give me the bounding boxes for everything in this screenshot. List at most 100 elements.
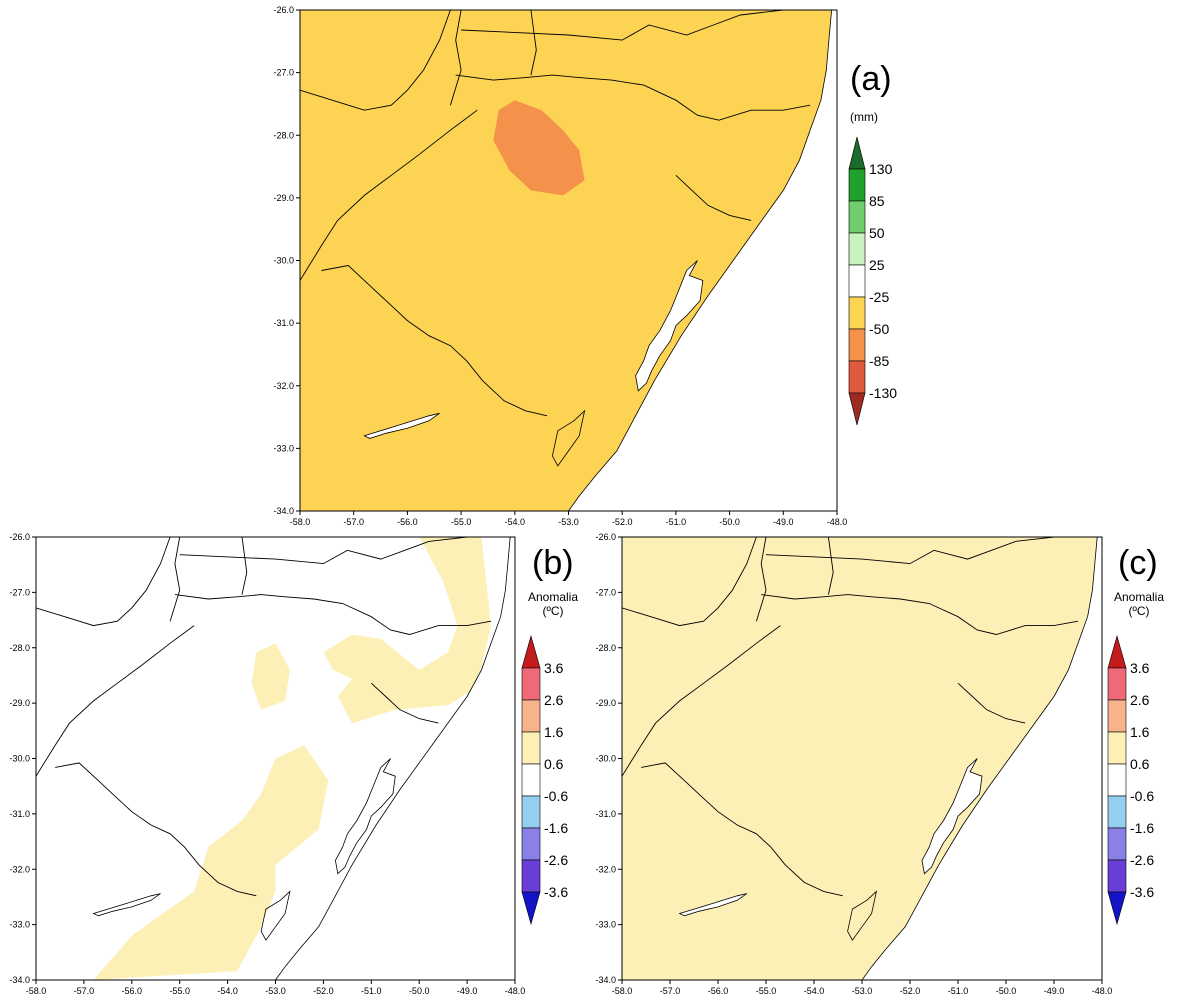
border-line <box>455 74 811 121</box>
x-tick-label: -52.0 <box>313 986 334 996</box>
x-tick-label: -48.0 <box>827 517 848 527</box>
legend-label: 2.6 <box>1130 692 1150 708</box>
legend-title-a: (mm) <box>844 110 884 124</box>
x-tick-label: -50.0 <box>409 986 430 996</box>
x-tick-label: -55.0 <box>169 986 190 996</box>
border-line <box>55 762 257 897</box>
legend-label: -50 <box>869 321 889 337</box>
legend-title-c: Anomalia (ºC) <box>1104 590 1174 618</box>
border-line <box>241 537 248 595</box>
legend-label: 3.6 <box>544 660 564 676</box>
x-tick-label: -55.0 <box>756 986 777 996</box>
x-tick-label: -56.0 <box>397 517 418 527</box>
reservoir <box>678 893 748 917</box>
legend-label: -3.6 <box>544 884 568 900</box>
legend-label: -25 <box>869 289 889 305</box>
border-line <box>755 537 767 622</box>
x-tick-label: -57.0 <box>74 986 95 996</box>
anomaly-region <box>493 100 585 196</box>
legend-label: -1.6 <box>1130 820 1154 836</box>
legend-label: -85 <box>869 353 889 369</box>
legend-label: 25 <box>869 257 885 273</box>
legend-label: 1.6 <box>1130 724 1150 740</box>
legend-title-line: (ºC) <box>542 604 564 618</box>
x-tick-label: -50.0 <box>996 986 1017 996</box>
reservoir <box>92 893 161 917</box>
y-tick-label: -28.0 <box>9 643 30 653</box>
legend-swatch <box>1107 795 1127 829</box>
border-line <box>957 682 1026 724</box>
y-tick-label: -29.0 <box>595 698 616 708</box>
legend-label: -2.6 <box>544 852 568 868</box>
x-tick-label: -49.0 <box>1044 986 1065 996</box>
y-tick-label: -28.0 <box>273 130 294 140</box>
panel-label-c: (c) <box>1118 544 1158 582</box>
border-line <box>675 174 752 221</box>
legend-swatch <box>1107 827 1127 861</box>
y-tick-label: -34.0 <box>273 506 294 516</box>
x-tick-label: -54.0 <box>804 986 825 996</box>
x-tick-label: -52.0 <box>612 517 633 527</box>
y-tick-label: -33.0 <box>595 920 616 930</box>
x-tick-label: -48.0 <box>505 986 526 996</box>
x-tick-label: -54.0 <box>505 517 526 527</box>
x-tick-label: -57.0 <box>660 986 681 996</box>
x-tick-label: -56.0 <box>122 986 143 996</box>
legend-label: 130 <box>869 161 893 177</box>
x-tick-label: -49.0 <box>457 986 478 996</box>
y-tick-label: -33.0 <box>273 443 294 453</box>
legend-arrow-bottom <box>521 891 541 926</box>
legend-swatch <box>1107 859 1127 893</box>
border-line <box>530 10 537 76</box>
y-tick-label: -34.0 <box>595 975 616 985</box>
x-tick-label: -51.0 <box>666 517 687 527</box>
legend-label: -1.6 <box>544 820 568 836</box>
border-line <box>449 10 462 106</box>
map-plot-area <box>35 536 516 981</box>
legend-label: -0.6 <box>544 788 568 804</box>
y-tick-label: -26.0 <box>9 532 30 542</box>
y-tick-label: -26.0 <box>595 532 616 542</box>
y-tick-label: -30.0 <box>273 256 294 266</box>
legend-label: 85 <box>869 193 885 209</box>
border-line <box>622 625 781 777</box>
y-tick-label: -32.0 <box>273 381 294 391</box>
legend-label: -3.6 <box>1130 884 1154 900</box>
y-tick-label: -29.0 <box>273 193 294 203</box>
border-line <box>300 109 478 281</box>
x-tick-label: -48.0 <box>1092 986 1113 996</box>
legend-label: 0.6 <box>1130 756 1150 772</box>
ocean-area <box>861 537 1102 980</box>
x-tick-label: -55.0 <box>451 517 472 527</box>
border-line <box>370 682 439 724</box>
legend-label: 2.6 <box>544 692 564 708</box>
legend-swatch <box>1107 667 1127 701</box>
y-tick-label: -33.0 <box>9 920 30 930</box>
x-tick-label: -53.0 <box>558 517 579 527</box>
y-tick-label: -29.0 <box>9 698 30 708</box>
y-tick-label: -26.0 <box>273 5 294 15</box>
map-plot-area <box>299 9 838 512</box>
x-tick-label: -53.0 <box>852 986 873 996</box>
anomaly-region <box>323 537 491 724</box>
legend-arrow-bottom <box>1107 891 1127 926</box>
legend-arrow-bottom <box>848 392 866 426</box>
x-tick-label: -49.0 <box>773 517 794 527</box>
y-tick-label: -32.0 <box>9 864 30 874</box>
y-tick-label: -27.0 <box>273 68 294 78</box>
border-line <box>765 537 1055 565</box>
panel-label-a: (a) <box>850 60 892 98</box>
y-tick-label: -32.0 <box>595 864 616 874</box>
reservoir <box>363 412 440 439</box>
border-line <box>761 594 1079 635</box>
anomaly-region <box>93 745 329 980</box>
x-tick-label: -58.0 <box>612 986 633 996</box>
anomaly-region <box>251 643 290 710</box>
legend-swatch <box>1107 763 1127 797</box>
border-line <box>461 10 784 41</box>
